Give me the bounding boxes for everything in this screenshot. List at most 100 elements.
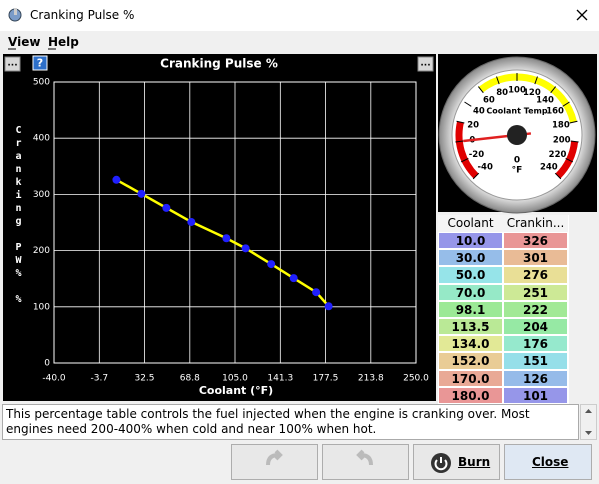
y-tick-label: 200 [33, 246, 50, 256]
data-point [162, 203, 171, 212]
table-cell: 180.0 [438, 386, 503, 404]
data-table: Coolant Crankin... 10.0 326 30.0 301 50.0 276 70… [438, 215, 569, 404]
data-point [312, 288, 321, 297]
gauge-tick [570, 140, 579, 143]
y-tick-label: 0 [44, 359, 50, 369]
burn-button[interactable]: Burn [413, 444, 500, 480]
gauge-tick-label: 160 [546, 107, 564, 117]
y-tick-label: 100 [33, 302, 50, 312]
table-cell: 98.1 [438, 300, 503, 318]
data-point [187, 217, 196, 226]
gauge-tick [455, 140, 464, 143]
table-cell: 152.0 [438, 352, 503, 370]
table-cell: 276 [503, 266, 568, 284]
table-cell: 70.0 [438, 283, 503, 301]
gauge-tick-label: -20 [469, 150, 484, 160]
gauge-title: Coolant Temp [486, 107, 547, 116]
gauge-tick-label: -40 [478, 162, 493, 172]
gauge-tick [569, 120, 578, 124]
table-cell: 126 [503, 369, 568, 387]
y-tick-label: 500 [33, 78, 50, 88]
menu-item[interactable]: Help [48, 35, 79, 49]
gauge-tick-label: 40 [473, 107, 485, 117]
gauge-tick [460, 157, 469, 163]
help-button-label[interactable]: ? [37, 57, 43, 70]
panel-button[interactable] [417, 56, 434, 72]
data-point [289, 274, 298, 283]
table-cell: 222 [503, 300, 568, 318]
help-button[interactable] [32, 55, 48, 71]
table-cell: 204 [503, 318, 568, 336]
data-point [267, 260, 276, 269]
gauge-tick-label: 180 [552, 120, 570, 130]
burn-icon [431, 453, 451, 473]
close-label[interactable]: Close [532, 455, 569, 469]
x-tick-label: -40.0 [42, 374, 66, 384]
gauge-tick-label: 200 [553, 136, 571, 146]
data-point [112, 175, 121, 184]
gauge-tick-label: 20 [467, 120, 479, 130]
gauge-tick [472, 172, 480, 180]
close-icon[interactable] [574, 7, 590, 23]
burn-label[interactable]: Burn [458, 455, 491, 469]
gauge-readout: 0 [514, 156, 520, 166]
x-tick-label: 141.3 [267, 374, 293, 384]
table-cell: 101 [503, 386, 568, 404]
gauge-tick-label: 120 [523, 88, 541, 98]
gauge-tick [562, 101, 570, 107]
panel-button-label[interactable]: ... [7, 59, 17, 69]
gauge-tick-label: 60 [483, 95, 495, 105]
column-header: Coolant [438, 215, 503, 232]
app-icon [8, 8, 22, 22]
gauge-tick [496, 76, 500, 85]
scroll-arrows [585, 409, 592, 435]
table-cell: 251 [503, 283, 568, 301]
gauge-hub [507, 125, 527, 145]
table-cell: 326 [503, 232, 568, 250]
gauge-tick [554, 172, 562, 180]
gauge-tick-label: 240 [540, 162, 558, 172]
x-axis-label: Coolant (°F) [199, 384, 273, 397]
gauge-tick-label: 140 [536, 95, 554, 105]
description: This percentage table controls the fuel … [2, 404, 579, 440]
redo-button[interactable] [322, 444, 409, 480]
gauge-tick [456, 120, 465, 124]
table-cell: 170.0 [438, 369, 503, 387]
undo-icon [266, 449, 283, 466]
title-bar: Cranking Pulse % [0, 0, 599, 31]
x-tick-label: 213.8 [358, 374, 384, 384]
data-point [324, 302, 333, 311]
panel-button[interactable] [4, 56, 21, 72]
data-point [222, 234, 231, 243]
chart-panel [3, 54, 436, 401]
gauge-tick [534, 76, 538, 85]
y-tick-label: 300 [33, 190, 50, 200]
chart-title: Cranking Pulse % [160, 57, 278, 71]
gauge-zone [455, 121, 479, 179]
table-cell: 113.5 [438, 318, 503, 336]
gauge-unit: °F [512, 166, 523, 176]
menu-bar: View Help [0, 31, 599, 53]
panel-button-label[interactable]: ... [420, 59, 430, 69]
x-tick-label: 250.0 [403, 374, 429, 384]
data-point [241, 244, 250, 253]
undo-button[interactable] [231, 444, 318, 480]
table-cell: 151 [503, 352, 568, 370]
x-tick-label: -3.7 [91, 374, 109, 384]
scrollbar[interactable] [580, 404, 597, 440]
table-cell: 10.0 [438, 232, 503, 250]
menu-item[interactable]: View [8, 35, 41, 49]
mnemonic-underline [8, 48, 56, 50]
y-axis-label: Cranking PW% % [13, 125, 24, 307]
x-tick-label: 32.5 [134, 374, 154, 384]
gauge-tick-label: 80 [496, 88, 508, 98]
close-button[interactable]: Close [504, 444, 592, 480]
table-cell: 176 [503, 335, 568, 353]
x-tick-label: 105.0 [222, 374, 248, 384]
table-cell: 301 [503, 249, 568, 267]
column-header: Crankin... [503, 215, 568, 232]
gauge-tick [565, 157, 574, 163]
plot-border [53, 81, 417, 364]
